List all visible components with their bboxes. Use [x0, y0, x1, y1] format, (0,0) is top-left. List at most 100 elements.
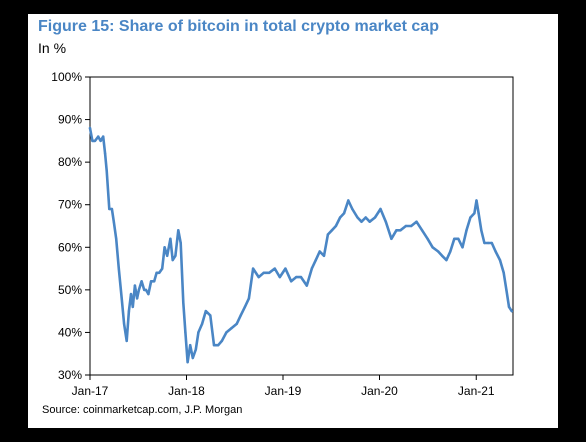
data-point: [97, 135, 100, 138]
data-point: [498, 258, 502, 262]
plot-frame: [89, 76, 514, 376]
data-point: [390, 237, 393, 240]
data-point: [318, 250, 321, 253]
x-tick-label: Jan-21: [458, 384, 495, 398]
data-point: [461, 246, 464, 249]
data-point: [431, 246, 434, 249]
data-point: [182, 301, 185, 304]
data-point: [235, 322, 238, 326]
data-point: [171, 258, 174, 262]
x-axis: Jan-17 Jan-18 Jan-19 Jan-20 Jan-21: [72, 375, 495, 398]
y-tick-label: 50%: [58, 283, 82, 297]
data-point: [364, 216, 367, 219]
data-point: [197, 331, 200, 334]
data-point: [230, 327, 233, 330]
data-point: [384, 220, 387, 223]
data-point: [158, 271, 161, 274]
data-point: [239, 314, 242, 317]
x-tick-label: Jan-20: [361, 384, 398, 398]
data-point: [314, 258, 317, 262]
data-point: [209, 314, 212, 317]
data-point: [268, 271, 271, 274]
data-point: [326, 233, 330, 236]
data-point: [480, 229, 483, 232]
data-point: [437, 250, 440, 253]
data-point: [347, 199, 350, 202]
line-chart: 30%40%50%60%70%80%90%100% Jan-17 Jan-18 Ja…: [51, 70, 514, 398]
data-point: [399, 229, 402, 232]
data-point: [147, 292, 150, 296]
data-point: [322, 254, 326, 257]
y-tick-label: 30%: [58, 368, 82, 382]
data-point: [155, 271, 158, 274]
data-point: [189, 344, 192, 347]
data-point: [356, 216, 359, 219]
data-point: [225, 331, 228, 334]
data-point: [475, 199, 478, 202]
data-point: [342, 212, 346, 215]
data-point: [166, 254, 169, 257]
data-point: [465, 229, 468, 232]
y-tick-label: 70%: [58, 198, 82, 212]
y-tick-label: 80%: [58, 155, 82, 169]
data-point: [510, 309, 513, 313]
data-point: [174, 254, 177, 257]
data-point: [257, 275, 260, 279]
data-point: [445, 258, 448, 262]
data-point: [110, 207, 114, 211]
data-point: [469, 216, 472, 219]
y-axis: 30% 40% 50% 60% 70% 80% 90% 100%: [51, 70, 90, 382]
data-point: [373, 216, 377, 219]
data-point: [299, 275, 303, 279]
data-point: [186, 361, 189, 364]
data-point: [305, 284, 308, 287]
data-point: [177, 229, 180, 232]
data-point: [129, 292, 133, 296]
data-point: [310, 267, 313, 270]
data-point: [112, 220, 116, 223]
data-point: [135, 297, 139, 300]
data-point: [144, 288, 148, 292]
x-tick-label: Jan-17: [72, 384, 109, 398]
data-point: [137, 288, 141, 292]
data-point: [149, 280, 153, 283]
data-point: [505, 288, 508, 292]
data-point: [262, 271, 265, 274]
data-point: [200, 322, 204, 326]
data-point: [105, 169, 108, 172]
x-tick-label: Jan-18: [168, 384, 205, 398]
data-point: [330, 229, 334, 232]
data-point: [404, 224, 408, 228]
data-point: [243, 305, 247, 309]
data-point: [161, 267, 164, 270]
data-point: [247, 297, 251, 300]
data-point: [334, 224, 338, 228]
data-point: [420, 229, 424, 232]
data-point: [338, 216, 342, 219]
data-point: [278, 275, 281, 279]
data-point: [204, 309, 207, 313]
data-point: [251, 267, 255, 270]
series-line-bitcoin-share: [88, 126, 513, 364]
series-points: [88, 126, 513, 364]
data-point: [507, 305, 511, 309]
data-point: [415, 220, 418, 223]
data-point: [502, 271, 505, 274]
data-point: [220, 339, 224, 343]
data-point: [120, 297, 123, 300]
data-point: [360, 220, 363, 223]
unit-label: In %: [38, 40, 67, 56]
y-tick-label: 100%: [51, 70, 82, 84]
data-point: [395, 229, 398, 232]
data-point: [368, 220, 371, 223]
chart-title: Figure 15: Share of bitcoin in total cry…: [38, 18, 439, 35]
data-point: [131, 305, 134, 309]
x-tick-label: Jan-19: [265, 384, 302, 398]
data-point: [169, 237, 172, 240]
y-tick-label: 60%: [58, 240, 82, 254]
chart-panel: Figure 15: Share of bitcoin in total cry…: [28, 14, 558, 428]
data-point: [108, 207, 111, 211]
data-point: [473, 212, 476, 215]
data-point: [194, 348, 197, 351]
data-point: [449, 250, 452, 253]
